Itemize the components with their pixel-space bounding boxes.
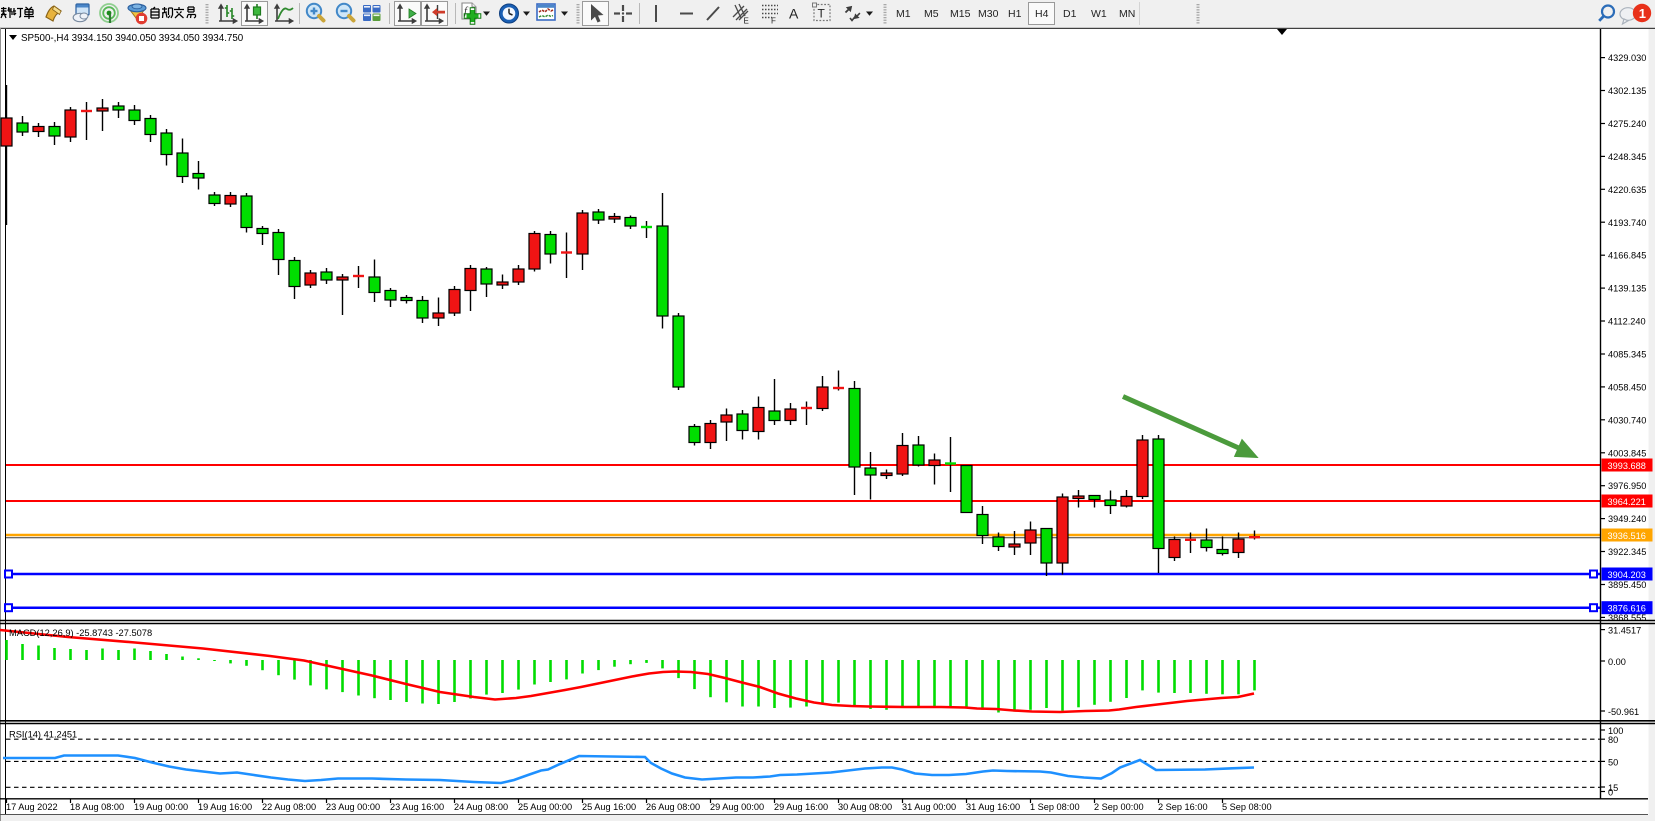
svg-text:0: 0 <box>1608 788 1613 798</box>
svg-text:4248.345: 4248.345 <box>1608 152 1646 162</box>
svg-text:4139.135: 4139.135 <box>1608 284 1646 294</box>
svg-text:19 Aug 16:00: 19 Aug 16:00 <box>198 802 252 812</box>
svg-text:2 Sep 00:00: 2 Sep 00:00 <box>1094 802 1144 812</box>
svg-text:31.4517: 31.4517 <box>1608 626 1641 636</box>
svg-text:3964.221: 3964.221 <box>1608 497 1646 507</box>
svg-text:4003.845: 4003.845 <box>1608 448 1646 458</box>
svg-text:D1: D1 <box>1063 8 1077 20</box>
svg-text:4220.635: 4220.635 <box>1608 185 1646 195</box>
svg-text:18 Aug 08:00: 18 Aug 08:00 <box>70 802 124 812</box>
svg-text:3876.616: 3876.616 <box>1608 604 1646 614</box>
svg-text:3868.555: 3868.555 <box>1608 613 1646 623</box>
svg-text:4058.450: 4058.450 <box>1608 382 1646 392</box>
svg-text:3976.950: 3976.950 <box>1608 481 1646 491</box>
svg-text:31 Aug 00:00: 31 Aug 00:00 <box>902 802 956 812</box>
svg-text:31 Aug 16:00: 31 Aug 16:00 <box>966 802 1020 812</box>
svg-text:17 Aug 2022: 17 Aug 2022 <box>6 802 58 812</box>
svg-text:H4: H4 <box>1035 8 1049 20</box>
svg-text:4085.345: 4085.345 <box>1608 350 1646 360</box>
svg-text:A: A <box>789 6 799 22</box>
svg-text:100: 100 <box>1608 726 1623 736</box>
svg-text:15: 15 <box>1608 783 1618 793</box>
svg-text:4329.030: 4329.030 <box>1608 53 1646 63</box>
svg-text:3904.203: 3904.203 <box>1608 570 1646 580</box>
svg-text:M15: M15 <box>950 8 971 20</box>
svg-text:23 Aug 16:00: 23 Aug 16:00 <box>390 802 444 812</box>
svg-text:25 Aug 16:00: 25 Aug 16:00 <box>582 802 636 812</box>
svg-text:-50.961: -50.961 <box>1608 707 1639 717</box>
svg-text:1: 1 <box>1639 6 1646 21</box>
svg-text:MACD(12,26,9) -25.8743 -27.507: MACD(12,26,9) -25.8743 -27.5078 <box>9 628 152 638</box>
svg-text:19 Aug 00:00: 19 Aug 00:00 <box>134 802 188 812</box>
svg-text:4166.845: 4166.845 <box>1608 251 1646 261</box>
svg-text:E: E <box>744 17 749 26</box>
svg-text:25 Aug 00:00: 25 Aug 00:00 <box>518 802 572 812</box>
svg-text:W1: W1 <box>1091 8 1107 20</box>
svg-text:RSI(14) 41.2451: RSI(14) 41.2451 <box>9 730 77 740</box>
svg-text:MN: MN <box>1119 8 1135 20</box>
svg-text:4112.240: 4112.240 <box>1608 317 1646 327</box>
svg-text:2 Sep 16:00: 2 Sep 16:00 <box>1158 802 1208 812</box>
svg-text:29 Aug 00:00: 29 Aug 00:00 <box>710 802 764 812</box>
svg-text:SP500-,H4 3934.150 3940.050 3: SP500-,H4 3934.150 3940.050 3934.050 393… <box>21 33 244 44</box>
svg-text:26 Aug 08:00: 26 Aug 08:00 <box>646 802 700 812</box>
svg-text:4302.135: 4302.135 <box>1608 86 1646 96</box>
svg-text:1 Sep 08:00: 1 Sep 08:00 <box>1030 802 1080 812</box>
svg-text:T: T <box>818 7 826 21</box>
svg-text:H1: H1 <box>1008 8 1022 20</box>
svg-text:M5: M5 <box>924 8 939 20</box>
svg-text:24 Aug 08:00: 24 Aug 08:00 <box>454 802 508 812</box>
svg-text:3949.240: 3949.240 <box>1608 514 1646 524</box>
svg-text:4030.740: 4030.740 <box>1608 415 1646 425</box>
svg-text:50: 50 <box>1608 757 1618 767</box>
svg-text:4275.240: 4275.240 <box>1608 119 1646 129</box>
svg-text:23 Aug 00:00: 23 Aug 00:00 <box>326 802 380 812</box>
svg-text:3895.450: 3895.450 <box>1608 580 1646 590</box>
svg-text:3922.345: 3922.345 <box>1608 547 1646 557</box>
svg-text:3993.688: 3993.688 <box>1608 461 1646 471</box>
svg-text:29 Aug 16:00: 29 Aug 16:00 <box>774 802 828 812</box>
svg-text:22 Aug 08:00: 22 Aug 08:00 <box>262 802 316 812</box>
svg-text:M30: M30 <box>978 8 999 20</box>
svg-text:80: 80 <box>1608 735 1618 745</box>
svg-text:30 Aug 08:00: 30 Aug 08:00 <box>838 802 892 812</box>
svg-text:F: F <box>771 17 776 26</box>
svg-text:f: f <box>464 5 469 17</box>
svg-text:4193.740: 4193.740 <box>1608 218 1646 228</box>
svg-text:0.00: 0.00 <box>1608 657 1626 667</box>
svg-text:3936.516: 3936.516 <box>1608 531 1646 541</box>
svg-text:M1: M1 <box>896 8 911 20</box>
svg-text:5 Sep 08:00: 5 Sep 08:00 <box>1222 802 1272 812</box>
